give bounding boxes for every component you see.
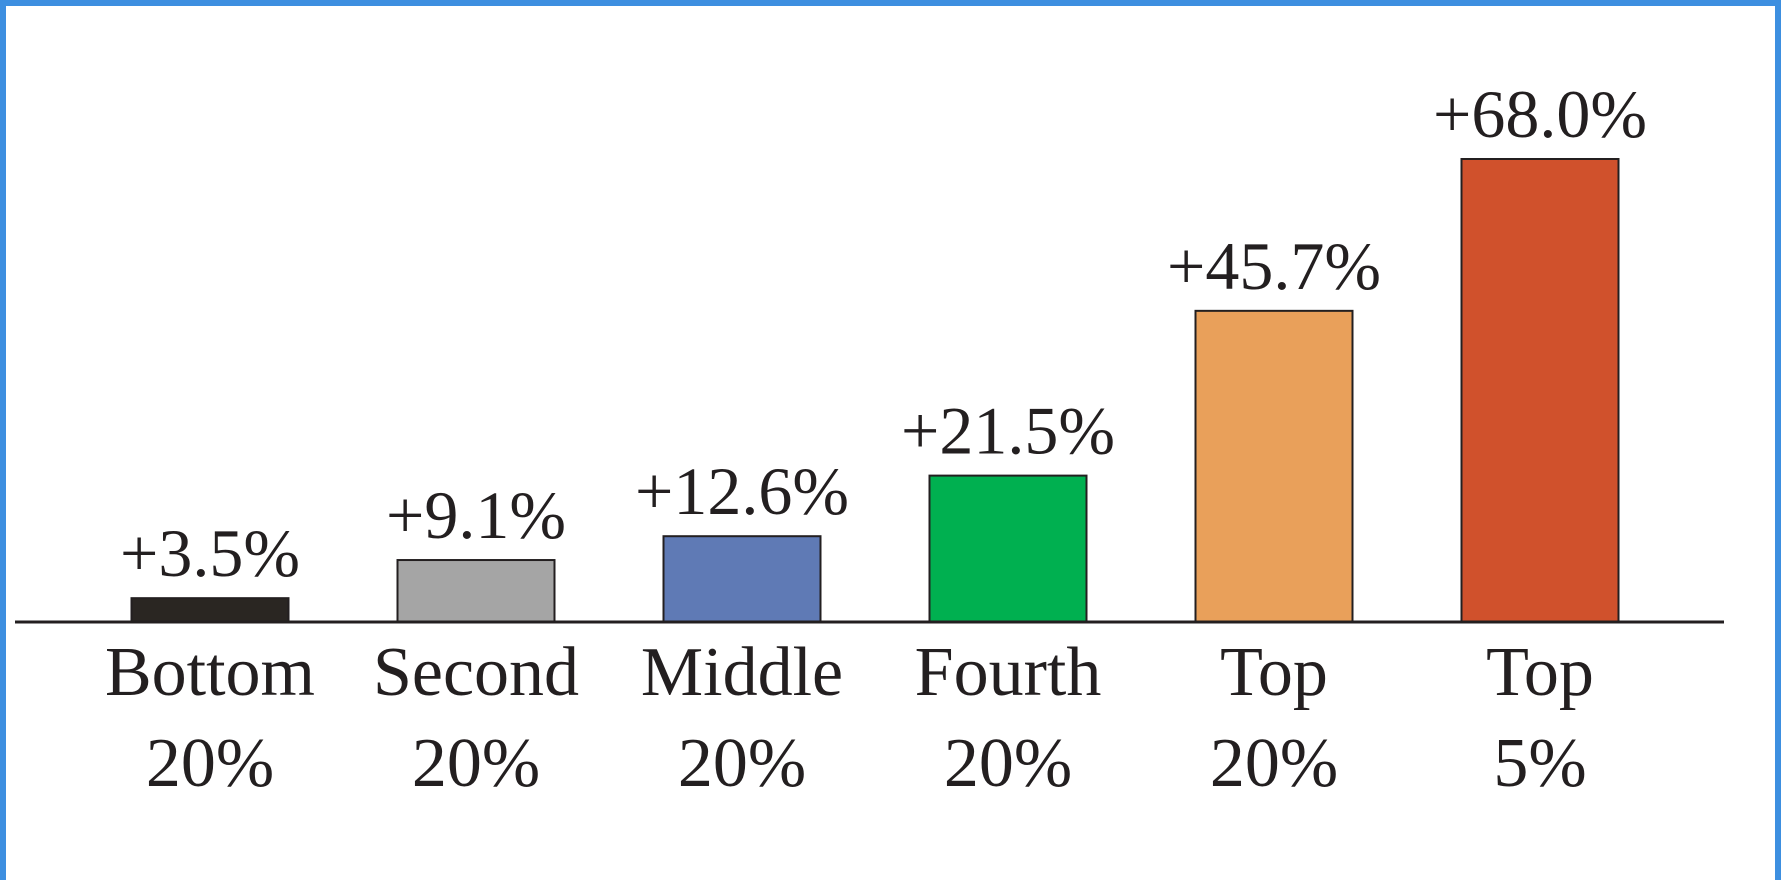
value-label: +68.0% — [1433, 76, 1647, 152]
x-tick-label: Fourth 20% — [915, 634, 1102, 802]
value-label: +21.5% — [901, 393, 1115, 469]
value-label: +12.6% — [635, 453, 849, 529]
bar — [928, 474, 1088, 623]
x-tick-label: Bottom 20% — [105, 634, 315, 802]
value-label: +3.5% — [120, 515, 300, 591]
value-label: +45.7% — [1167, 228, 1381, 304]
bar — [662, 535, 822, 623]
bar — [1460, 158, 1620, 623]
value-label: +9.1% — [386, 477, 566, 553]
bar — [130, 597, 290, 624]
label-line: 5% — [1493, 725, 1586, 802]
label-line: Middle — [641, 634, 843, 711]
label-line: 20% — [944, 725, 1072, 802]
bar — [1194, 309, 1354, 623]
x-tick-label: Middle 20% — [641, 634, 843, 802]
x-tick-label: Top 20% — [1210, 634, 1338, 802]
label-line: Second — [373, 634, 579, 711]
x-tick-label: Second 20% — [373, 634, 579, 802]
label-line: Fourth — [915, 634, 1102, 711]
x-tick-label: Top 5% — [1486, 634, 1594, 802]
label-line: 20% — [146, 725, 274, 802]
label-line: Top — [1220, 634, 1328, 711]
label-line: Bottom — [105, 634, 315, 711]
label-line: 20% — [1210, 725, 1338, 802]
label-line: Top — [1486, 634, 1594, 711]
label-line: 20% — [678, 725, 806, 802]
bar — [396, 559, 556, 624]
label-line: 20% — [412, 725, 540, 802]
